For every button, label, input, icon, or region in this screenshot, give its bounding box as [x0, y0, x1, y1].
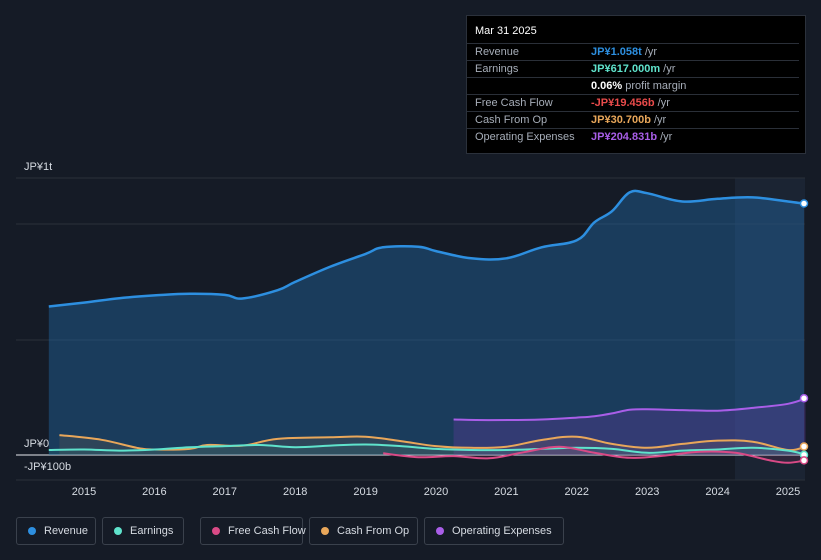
tooltip-unit: /yr	[657, 131, 673, 143]
operating-expenses-line	[453, 397, 806, 422]
free-cash-flow-line	[383, 445, 806, 464]
tooltip-unit: /yr	[654, 97, 670, 109]
legend-dot-icon	[114, 527, 122, 535]
y-tick-label: JP¥0	[24, 438, 49, 450]
free-cash-flow-area	[383, 446, 806, 463]
legend-label: Earnings	[130, 525, 174, 537]
revenue-line	[48, 189, 805, 308]
series-lines	[48, 189, 809, 465]
tooltip-row: Free Cash Flow -JP¥19.456b /yr	[467, 94, 799, 112]
tooltip-label: Operating Expenses	[475, 131, 575, 143]
tooltip-row: Earnings JP¥617.000m /yr	[467, 60, 799, 78]
tooltip-row: Cash From Op JP¥30.700b /yr	[467, 111, 799, 129]
tooltip-label: Earnings	[475, 63, 519, 75]
tooltip-value: JP¥1.058t /yr	[591, 46, 658, 58]
tooltip-row: 0.06% profit margin	[467, 77, 799, 95]
tooltip-label: Cash From Op	[475, 114, 548, 126]
x-tick-label: 2023	[635, 486, 659, 498]
x-tick-label: 2018	[283, 486, 307, 498]
legend-label: Revenue	[44, 525, 89, 537]
axes: JP¥1t JP¥0 -JP¥100b 2015 2016 2017 2018 2019 202…	[24, 161, 800, 498]
earnings-line	[48, 443, 806, 456]
plot-area	[16, 178, 805, 480]
legend-item-free-cash-flow[interactable]: Free Cash Flow	[200, 517, 306, 545]
legend-item-earnings[interactable]: Earnings	[102, 517, 184, 545]
legend-dot-icon	[212, 527, 220, 535]
cash-from-op-end-marker[interactable]	[799, 442, 809, 451]
tooltip-row: Operating Expenses JP¥204.831b /yr	[467, 128, 799, 146]
tooltip-unit: profit margin	[622, 80, 687, 92]
free-cash-flow-end-marker[interactable]	[799, 456, 809, 465]
highlight-region	[735, 178, 805, 480]
tooltip-value: JP¥30.700b /yr	[591, 114, 667, 126]
tooltip-unit: /yr	[641, 46, 658, 58]
earnings-area	[48, 444, 806, 455]
legend-label: Free Cash Flow	[228, 525, 306, 537]
y-tick-label: -JP¥100b	[24, 461, 71, 473]
tooltip-label: Free Cash Flow	[475, 97, 553, 109]
tooltip-unit: /yr	[650, 114, 667, 126]
tooltip-value: -JP¥19.456b /yr	[591, 97, 670, 109]
revenue-end-marker[interactable]	[799, 199, 809, 208]
cash-from-op-line	[59, 434, 806, 452]
tooltip-value: JP¥204.831b /yr	[591, 131, 673, 143]
legend-item-revenue[interactable]: Revenue	[16, 517, 96, 545]
tooltip-value: 0.06% profit margin	[591, 80, 687, 92]
x-tick-label: 2017	[213, 486, 237, 498]
x-tick-label: 2019	[353, 486, 377, 498]
y-tick-label: JP¥1t	[24, 161, 52, 173]
legend-label: Cash From Op	[337, 525, 410, 537]
chart-background	[16, 177, 805, 481]
tooltip-row: Revenue JP¥1.058t /yr	[467, 43, 799, 61]
x-tick-label: 2021	[494, 486, 518, 498]
legend-item-operating-expenses[interactable]: Operating Expenses	[424, 517, 564, 545]
tooltip-unit: /yr	[660, 63, 676, 75]
operating-expenses-end-marker[interactable]	[799, 394, 809, 403]
tooltip-value: JP¥617.000m /yr	[591, 63, 676, 75]
data-tooltip: Mar 31 2025 Revenue JP¥1.058t /yr Earnings…	[466, 15, 806, 154]
tooltip-date: Mar 31 2025	[475, 25, 537, 37]
legend-dot-icon	[321, 527, 329, 535]
x-tick-label: 2024	[705, 486, 729, 498]
revenue-area	[48, 190, 805, 455]
x-tick-label: 2022	[565, 486, 589, 498]
x-tick-label: 2025	[776, 486, 800, 498]
x-tick-label: 2015	[72, 486, 96, 498]
x-tick-label: 2016	[142, 486, 166, 498]
legend-dot-icon	[28, 527, 36, 535]
legend-label: Operating Expenses	[452, 525, 552, 537]
legend-item-cash-from-op[interactable]: Cash From Op	[309, 517, 418, 545]
x-tick-label: 2020	[424, 486, 448, 498]
tooltip-label: Revenue	[475, 46, 520, 58]
legend-dot-icon	[436, 527, 444, 535]
